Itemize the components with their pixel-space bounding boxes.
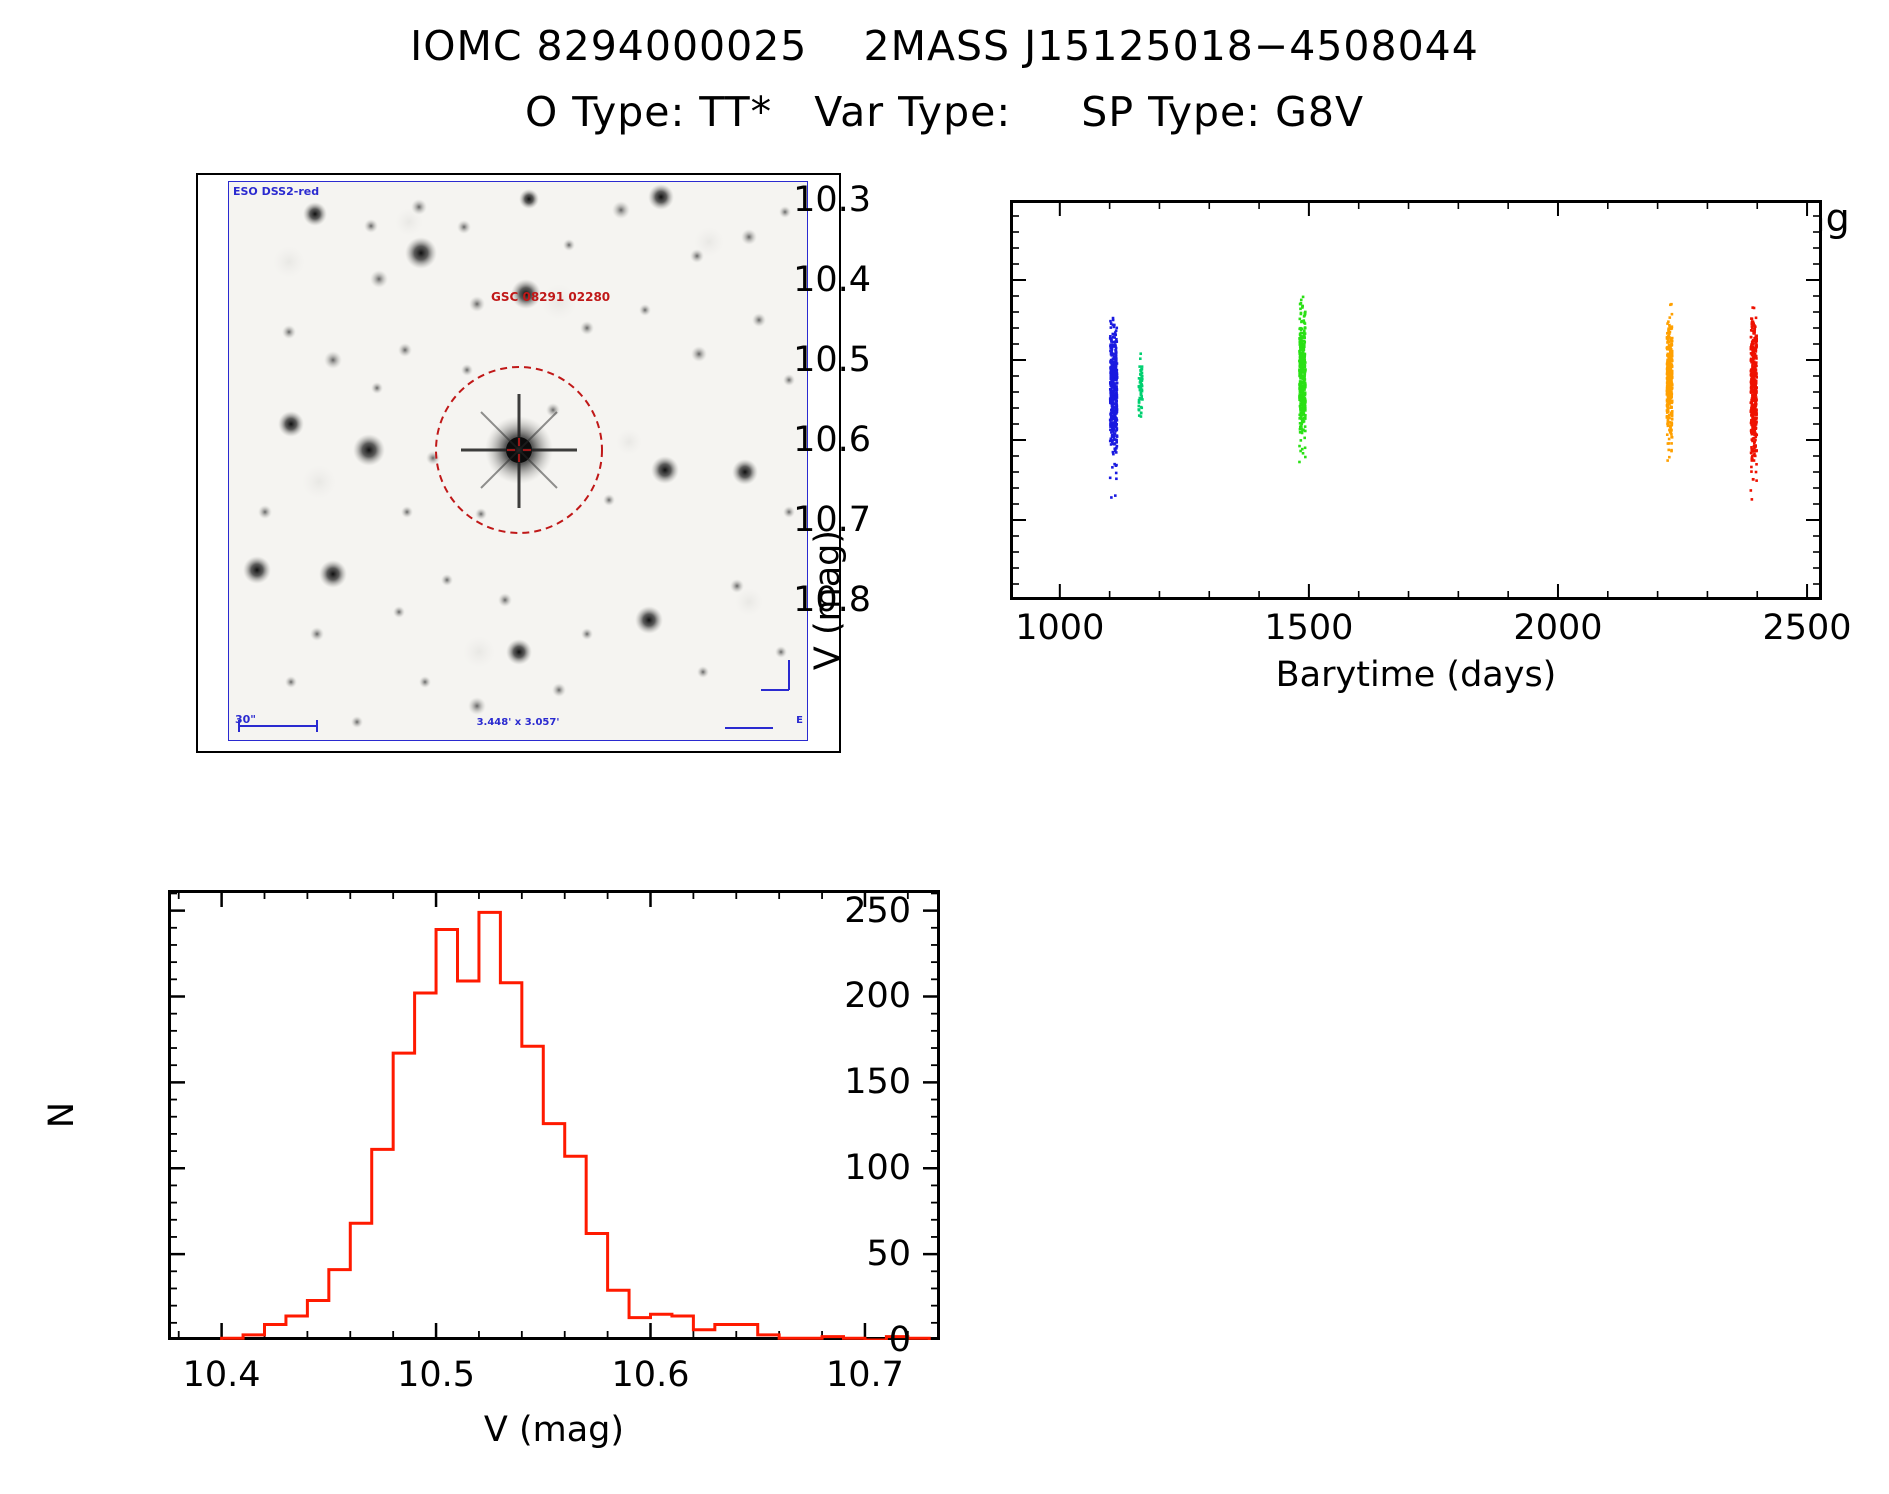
lightcurve-cluster-epoch-1b-cyan (1137, 352, 1144, 418)
page-title-line-1: IOMC 8294000025 2MASS J15125018−4508044 (410, 22, 1479, 70)
histogram-xtick-label: 10.7 (825, 1355, 904, 1395)
histogram-ytick-label: 0 (888, 1320, 911, 1360)
lightcurve-frame (1010, 200, 1822, 600)
lightcurve-panel (1010, 200, 1822, 600)
histogram-frame (168, 890, 940, 1340)
lightcurve-plot-area (1010, 200, 1822, 600)
dss-survey-label: ESO DSS2-red (233, 185, 320, 198)
histogram-xlabel: V (mag) (483, 1410, 625, 1450)
page-title-line-2: O Type: TT* Var Type: SP Type: G8V (524, 88, 1365, 136)
lightcurve-xtick-label: 2000 (1513, 608, 1603, 648)
lightcurve-ytick-label: 10.4 (793, 260, 871, 300)
histogram-ytick-label: 50 (866, 1234, 911, 1275)
histogram-ylabel-wrap: N (42, 890, 82, 1340)
target-marker-circle (435, 366, 603, 534)
lightcurve-xtick-label: 2500 (1762, 608, 1852, 648)
histogram-xtick-label: 10.5 (397, 1355, 476, 1395)
histogram-panel (168, 890, 940, 1340)
east-direction-label: E (796, 715, 803, 726)
histogram-ytick-label: 150 (844, 1062, 911, 1103)
histogram-step-outline (220, 910, 931, 1340)
histogram-ylabel: N (42, 1101, 82, 1129)
target-crosshair (507, 438, 531, 462)
scalebar-label: 30" (235, 713, 257, 726)
dss-star-field (229, 182, 807, 740)
gsc-star-label: GSC 08291 02280 (491, 290, 611, 304)
field-size-label: 3.448' x 3.057' (476, 717, 560, 728)
lightcurve-ytick-label: 10.5 (793, 340, 871, 380)
lightcurve-ytick-label: 10.8 (793, 580, 871, 620)
lightcurve-ytick-label: 10.7 (793, 500, 871, 540)
lightcurve-ylabel-wrap: V (mag) (808, 200, 952, 670)
lightcurve-xtick-label: 1500 (1264, 608, 1354, 648)
dss-sky-image: ESO DSS2-red GSC 08291 02280 30" 3.448' … (228, 181, 808, 741)
lightcurve-xtick-label: 1000 (1015, 608, 1105, 648)
lightcurve-cluster-epoch-2-green (1298, 295, 1307, 464)
lightcurve-xlabel: Barytime (days) (1275, 655, 1557, 695)
histogram-xtick-label: 10.6 (611, 1355, 690, 1395)
lightcurve-cluster-epoch-4-red (1749, 306, 1759, 501)
finder-chart-frame (196, 173, 841, 753)
lightcurve-cluster-epoch-1-blue (1108, 316, 1119, 499)
finder-chart-panel: ESO DSS2-red GSC 08291 02280 30" 3.448' … (196, 173, 841, 753)
lightcurve-ytick-label: 10.3 (793, 180, 871, 220)
histogram-xtick-label: 10.4 (182, 1355, 261, 1395)
lightcurve-ytick-label: 10.6 (793, 420, 871, 460)
histogram-ytick-label: 200 (844, 976, 911, 1017)
histogram-plot-area (168, 890, 940, 1340)
compass-rose (761, 660, 790, 691)
target-star (461, 394, 577, 508)
lightcurve-cluster-epoch-3-orange (1665, 302, 1674, 462)
histogram-ytick-label: 100 (844, 1148, 911, 1189)
histogram-ytick-label: 250 (844, 890, 911, 931)
